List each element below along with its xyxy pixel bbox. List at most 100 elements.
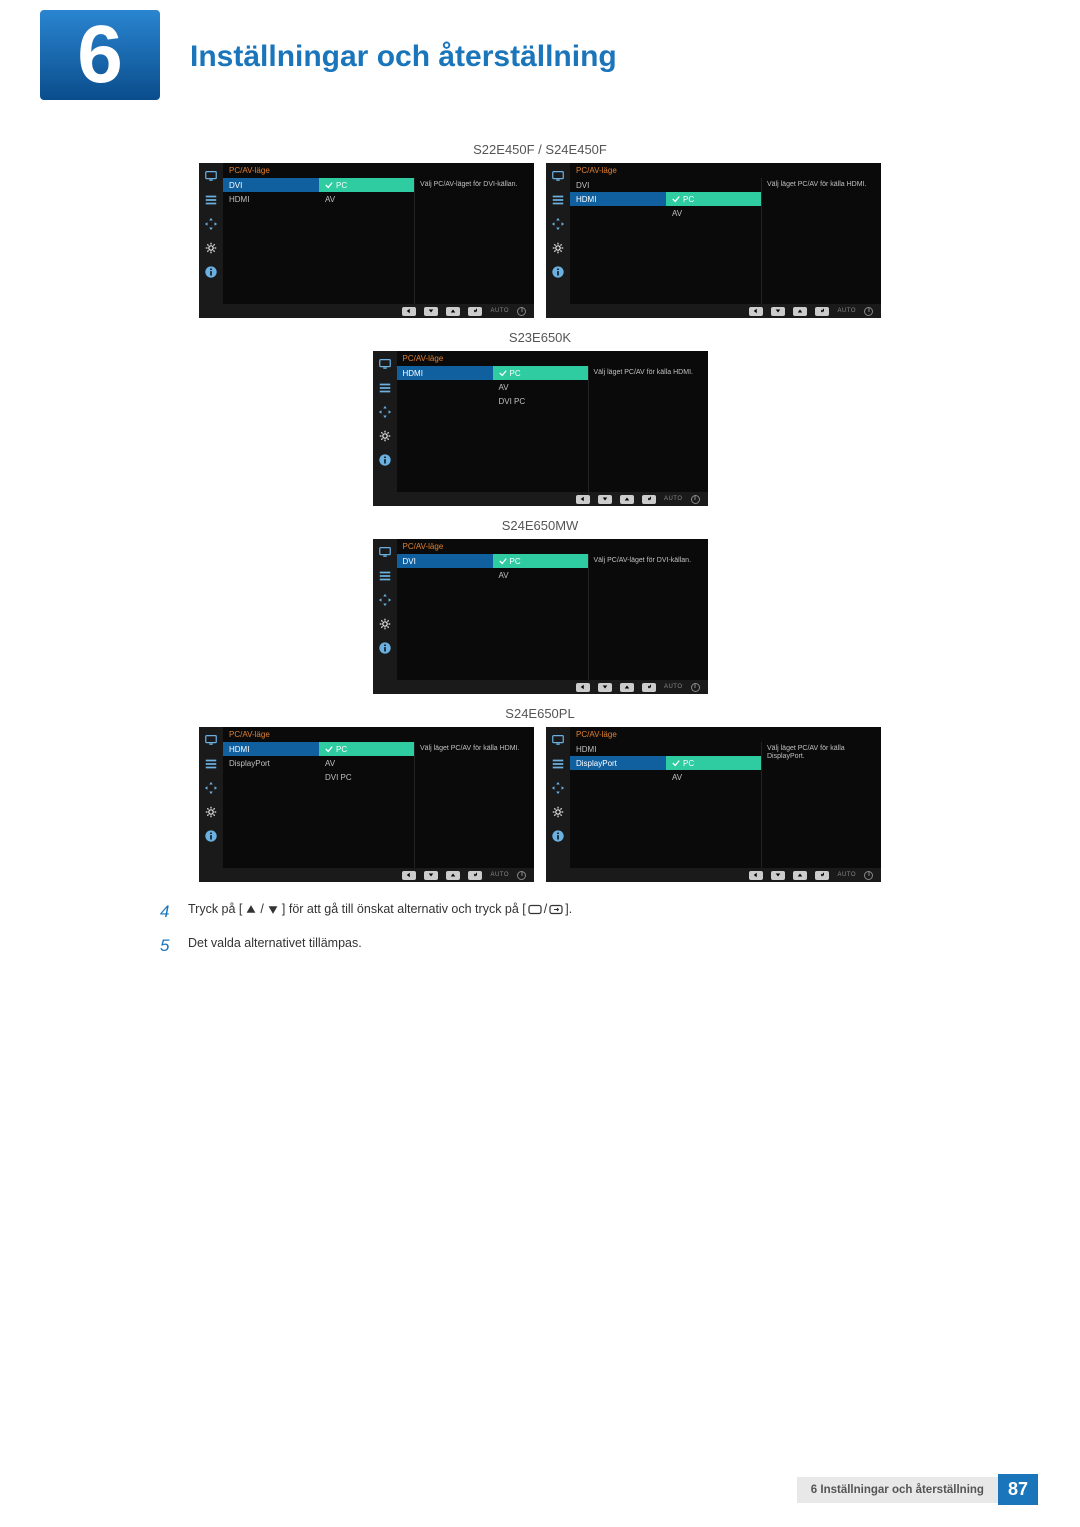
option-item[interactable]: AV xyxy=(319,192,414,206)
move-icon xyxy=(551,217,565,231)
source-column: DVI xyxy=(397,554,493,680)
monitor-icon xyxy=(551,733,565,747)
source-item[interactable]: HDMI xyxy=(223,742,319,756)
nav-up-icon[interactable] xyxy=(793,307,807,316)
nav-left-icon[interactable] xyxy=(402,871,416,880)
source-column: HDMIDisplayPort xyxy=(223,742,319,868)
chapter-number: 6 xyxy=(77,8,123,102)
power-icon[interactable] xyxy=(691,683,700,692)
source-icon xyxy=(549,904,563,915)
option-item[interactable]: PC xyxy=(319,742,414,756)
nav-down-icon[interactable] xyxy=(598,683,612,692)
osd-panel-title: PC/AV-läge xyxy=(570,163,881,178)
power-icon[interactable] xyxy=(691,495,700,504)
source-item[interactable]: HDMI xyxy=(570,192,666,206)
move-icon xyxy=(204,217,218,231)
option-item[interactable]: PC xyxy=(666,756,761,770)
osd-panel: PC/AV-läge HDMIDisplayPort PCAVDVI PC Vä… xyxy=(199,727,534,882)
step-number: 5 xyxy=(160,936,188,956)
check-icon xyxy=(672,195,680,203)
nav-auto-label: AUTO xyxy=(837,872,856,878)
nav-enter-icon[interactable] xyxy=(815,871,829,880)
option-item[interactable]: PC xyxy=(319,178,414,192)
source-item[interactable]: DisplayPort xyxy=(223,756,319,770)
monitor-icon xyxy=(551,169,565,183)
option-item[interactable]: AV xyxy=(493,568,588,582)
power-icon[interactable] xyxy=(864,307,873,316)
source-item[interactable]: DVI xyxy=(223,178,319,192)
check-icon xyxy=(325,181,333,189)
option-item[interactable]: AV xyxy=(493,380,588,394)
nav-down-icon[interactable] xyxy=(424,871,438,880)
option-item[interactable]: PC xyxy=(493,554,588,568)
nav-down-icon[interactable] xyxy=(771,307,785,316)
monitor-icon xyxy=(204,169,218,183)
osd-panel-title: PC/AV-läge xyxy=(570,727,881,742)
nav-auto-label: AUTO xyxy=(837,308,856,314)
nav-enter-icon[interactable] xyxy=(642,683,656,692)
osd-panel: PC/AV-läge HDMIDisplayPort PCAV Välj läg… xyxy=(546,727,881,882)
check-icon xyxy=(499,557,507,565)
power-icon[interactable] xyxy=(864,871,873,880)
gear-icon xyxy=(551,805,565,819)
osd-nav-footer: AUTO xyxy=(373,680,708,694)
source-item[interactable]: HDMI xyxy=(397,366,493,380)
nav-up-icon[interactable] xyxy=(620,683,634,692)
source-item[interactable]: DVI xyxy=(570,178,666,192)
page-content: S22E450F / S24E450F PC/AV-läge DVIHDMI P… xyxy=(0,110,1080,990)
chapter-header: 6 Inställningar och återställning xyxy=(0,0,1080,110)
osd-sidebar xyxy=(373,351,397,492)
help-text: Välj PC/AV-läget för DVI-källan. xyxy=(588,554,708,680)
osd-nav-footer: AUTO xyxy=(199,304,534,318)
panel-row-3: PC/AV-läge DVI PCAV Välj PC/AV-läget för… xyxy=(60,539,1020,694)
nav-down-icon[interactable] xyxy=(771,871,785,880)
nav-enter-icon[interactable] xyxy=(815,307,829,316)
monitor-icon xyxy=(378,545,392,559)
source-item[interactable]: DVI xyxy=(397,554,493,568)
instruction-step-4: 4 Tryck på [ / ] för att gå till önskat … xyxy=(160,902,960,922)
nav-up-icon[interactable] xyxy=(620,495,634,504)
nav-enter-icon[interactable] xyxy=(642,495,656,504)
nav-enter-icon[interactable] xyxy=(468,871,482,880)
option-item[interactable]: AV xyxy=(319,756,414,770)
nav-down-icon[interactable] xyxy=(424,307,438,316)
power-icon[interactable] xyxy=(517,307,526,316)
osd-nav-footer: AUTO xyxy=(546,304,881,318)
gear-icon xyxy=(551,241,565,255)
source-item[interactable]: DisplayPort xyxy=(570,756,666,770)
step-text: Det valda alternativet tillämpas. xyxy=(188,936,362,950)
option-item[interactable]: AV xyxy=(666,206,761,220)
panel-row-4: PC/AV-läge HDMIDisplayPort PCAVDVI PC Vä… xyxy=(60,727,1020,882)
move-icon xyxy=(378,593,392,607)
help-text: Välj läget PC/AV för källa HDMI. xyxy=(414,742,534,868)
source-item[interactable]: HDMI xyxy=(570,742,666,756)
nav-left-icon[interactable] xyxy=(576,683,590,692)
option-item[interactable]: DVI PC xyxy=(319,770,414,784)
footer-chapter-label: 6 Inställningar och återställning xyxy=(797,1477,998,1503)
option-column: PCAV xyxy=(666,178,761,304)
option-column: PCAVDVI PC xyxy=(493,366,588,492)
nav-left-icon[interactable] xyxy=(749,871,763,880)
source-item[interactable]: HDMI xyxy=(223,192,319,206)
power-icon[interactable] xyxy=(517,871,526,880)
option-item[interactable]: PC xyxy=(666,192,761,206)
osd-sidebar xyxy=(546,727,570,868)
nav-enter-icon[interactable] xyxy=(468,307,482,316)
check-icon xyxy=(325,745,333,753)
model-label-4: S24E650PL xyxy=(60,706,1020,721)
nav-up-icon[interactable] xyxy=(446,307,460,316)
nav-up-icon[interactable] xyxy=(793,871,807,880)
nav-left-icon[interactable] xyxy=(402,307,416,316)
osd-panel: PC/AV-läge DVIHDMI PCAV Välj PC/AV-läget… xyxy=(199,163,534,318)
option-item[interactable]: AV xyxy=(666,770,761,784)
nav-left-icon[interactable] xyxy=(749,307,763,316)
option-item[interactable]: PC xyxy=(493,366,588,380)
option-item[interactable]: DVI PC xyxy=(493,394,588,408)
nav-left-icon[interactable] xyxy=(576,495,590,504)
model-label-3: S24E650MW xyxy=(60,518,1020,533)
check-icon xyxy=(672,759,680,767)
nav-auto-label: AUTO xyxy=(490,308,509,314)
nav-up-icon[interactable] xyxy=(446,871,460,880)
nav-down-icon[interactable] xyxy=(598,495,612,504)
monitor-icon xyxy=(204,733,218,747)
